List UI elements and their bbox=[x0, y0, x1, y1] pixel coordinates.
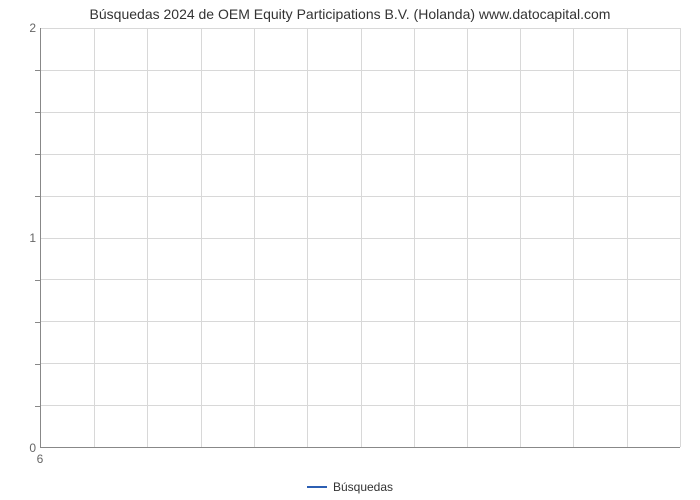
y-tick-minor bbox=[35, 196, 40, 197]
y-tick-label: 1 bbox=[6, 231, 36, 245]
grid-v bbox=[307, 28, 308, 447]
y-tick-minor bbox=[35, 112, 40, 113]
legend-label: Búsquedas bbox=[333, 480, 393, 494]
grid-v bbox=[94, 28, 95, 447]
grid-v bbox=[201, 28, 202, 447]
y-tick-minor bbox=[35, 406, 40, 407]
grid-v bbox=[361, 28, 362, 447]
legend-line-icon bbox=[307, 486, 327, 488]
plot-area bbox=[40, 28, 680, 448]
y-tick-minor bbox=[35, 280, 40, 281]
grid-v bbox=[414, 28, 415, 447]
grid-v bbox=[254, 28, 255, 447]
y-tick-label: 0 bbox=[6, 441, 36, 455]
y-tick-minor bbox=[35, 154, 40, 155]
x-tick-label: 6 bbox=[37, 452, 44, 466]
grid-v bbox=[627, 28, 628, 447]
y-tick-minor bbox=[35, 322, 40, 323]
grid-v bbox=[680, 28, 681, 447]
y-tick-minor bbox=[35, 70, 40, 71]
chart-container: Búsquedas 2024 de OEM Equity Participati… bbox=[0, 0, 700, 500]
y-tick-label: 2 bbox=[6, 21, 36, 35]
grid-v bbox=[520, 28, 521, 447]
grid-v bbox=[573, 28, 574, 447]
grid-v bbox=[467, 28, 468, 447]
chart-title: Búsquedas 2024 de OEM Equity Participati… bbox=[0, 6, 700, 22]
y-tick-minor bbox=[35, 364, 40, 365]
legend: Búsquedas bbox=[0, 479, 700, 494]
grid-v bbox=[147, 28, 148, 447]
